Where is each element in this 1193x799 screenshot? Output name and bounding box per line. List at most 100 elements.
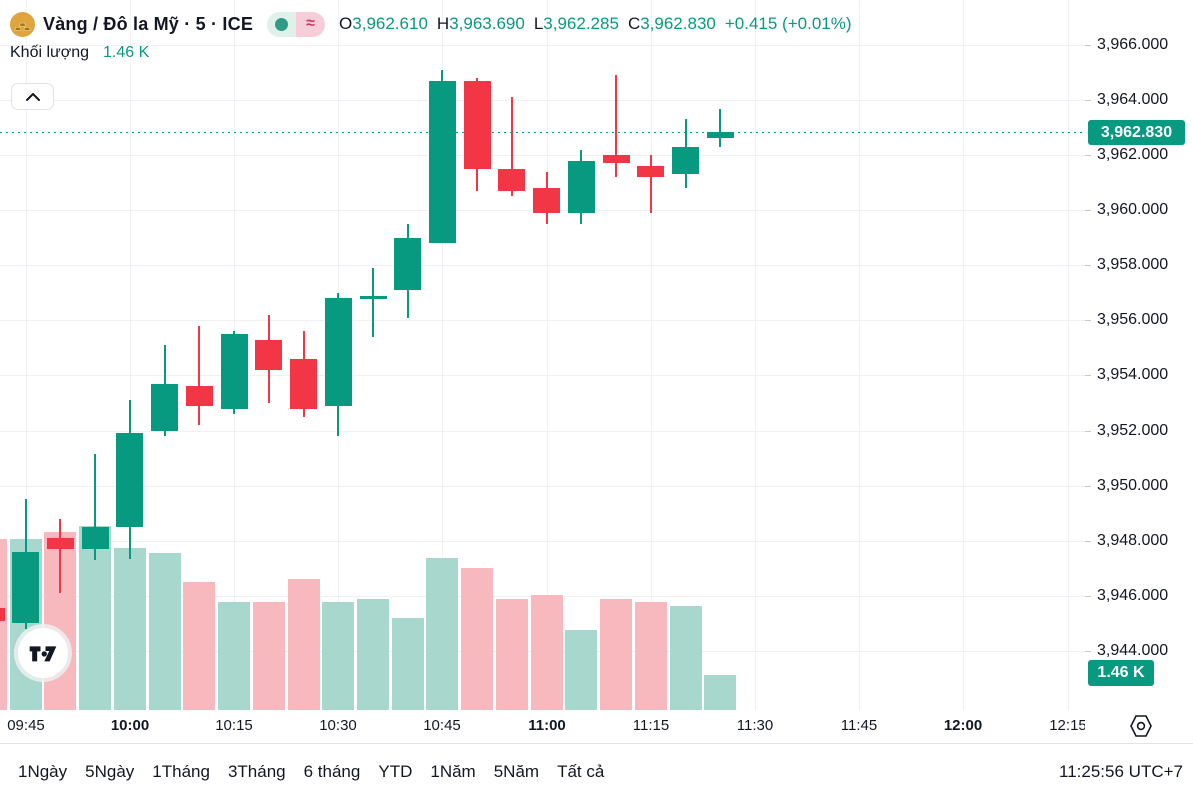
candle-wick[interactable] (649, 155, 652, 213)
candle-body[interactable] (567, 160, 595, 213)
date-range-buttons: 1Ngày 5Ngày 1Tháng 3Tháng 6 tháng YTD 1Năm 5Năm… (9, 756, 613, 788)
candle-body[interactable] (324, 298, 352, 406)
candle-wick[interactable] (615, 75, 618, 178)
candle-wick[interactable] (59, 518, 62, 594)
volume-bar[interactable] (0, 538, 7, 710)
candle-body[interactable] (185, 386, 213, 406)
candle-body[interactable] (359, 295, 387, 299)
range-button[interactable]: 5Năm (493, 761, 540, 781)
volume-bar[interactable] (600, 599, 633, 710)
time-gridline (442, 0, 443, 710)
volume-bar[interactable] (218, 601, 251, 710)
range-button[interactable]: YTD (378, 761, 413, 781)
symbol-title[interactable]: Vàng / Đô la Mỹ · 5 · ICE (43, 13, 254, 34)
price-axis-tick (1085, 155, 1091, 156)
collapse-legend-button[interactable] (11, 83, 54, 110)
candle-body[interactable] (672, 146, 700, 175)
candle-body[interactable] (0, 608, 5, 621)
volume-bar[interactable] (565, 629, 598, 710)
price-gridline (0, 265, 1085, 267)
volume-bar[interactable] (426, 557, 459, 710)
candle-wick[interactable] (372, 268, 375, 337)
chart-legend: Vàng / Đô la Mỹ · 5 · ICE ≈ O 3,962.610 H… (0, 0, 852, 62)
price-axis-label: 3,958.000 (1097, 256, 1169, 273)
tradingview-logo-icon (29, 645, 57, 661)
price-axis-label: 3,952.000 (1097, 422, 1169, 439)
volume-bar[interactable] (287, 578, 320, 710)
volume-bar[interactable] (530, 594, 563, 710)
time-gridline (26, 0, 27, 710)
low-value: 3,962.285 (543, 14, 619, 33)
price-axis-label: 3,956.000 (1097, 311, 1169, 328)
candle-body[interactable] (637, 166, 665, 178)
volume-bar[interactable] (495, 599, 528, 710)
volume-bar[interactable] (357, 599, 390, 710)
price-axis-tick (1085, 100, 1091, 101)
time-axis[interactable]: 09:45 10:00 10:15 10:30 10:45 11:00 11:15 11:30… (0, 710, 1085, 743)
range-button[interactable]: 6 tháng (303, 761, 361, 781)
time-gridline (755, 0, 756, 710)
scale-settings-icon[interactable] (1129, 715, 1153, 742)
candle-body[interactable] (220, 334, 248, 409)
candle-body[interactable] (602, 155, 630, 164)
range-button[interactable]: 1Ngày (18, 761, 68, 781)
candle-body[interactable] (706, 132, 734, 139)
range-button[interactable]: 1Tháng (152, 761, 210, 781)
candle-body[interactable] (463, 80, 491, 169)
candle-body[interactable] (116, 433, 144, 527)
range-button[interactable]: Tất cả (557, 761, 605, 781)
open-label: O (339, 14, 353, 33)
range-button[interactable]: 1Năm (430, 761, 476, 781)
bottom-toolbar: 1Ngày 5Ngày 1Tháng 3Tháng 6 tháng YTD 1Năm 5Năm… (0, 743, 1193, 799)
time-axis-label: 11:00 (528, 717, 566, 734)
clock-timezone[interactable]: 11:25:56 UTC+7 (1059, 761, 1183, 781)
volume-bar[interactable] (252, 601, 285, 710)
candle-wick[interactable] (198, 325, 201, 426)
candle-body[interactable] (290, 358, 318, 409)
candle-body[interactable] (12, 551, 40, 624)
candle-body[interactable] (498, 168, 526, 191)
volume-bar[interactable] (148, 552, 181, 710)
candle-body[interactable] (428, 80, 456, 244)
volume-bar[interactable] (669, 606, 702, 710)
candle-body[interactable] (81, 526, 109, 549)
range-button[interactable]: 5Ngày (85, 761, 135, 781)
price-axis-label: 3,944.000 (1097, 642, 1169, 659)
tradingview-logo[interactable] (18, 628, 68, 678)
volume-bar[interactable] (391, 618, 424, 710)
volume-bar[interactable] (183, 582, 216, 710)
price-axis-tick (1085, 541, 1091, 542)
time-gridline (547, 0, 548, 710)
candle-body[interactable] (394, 237, 422, 291)
price-axis-label: 3,966.000 (1097, 36, 1169, 53)
market-status-toggle[interactable]: ≈ (267, 11, 326, 37)
candle-body[interactable] (46, 537, 74, 549)
candle-body[interactable] (255, 339, 283, 370)
volume-bar[interactable] (322, 601, 355, 710)
price-axis[interactable]: 3,966.000 3,964.000 3,962.000 3,960.000 3,95… (1085, 0, 1193, 710)
time-axis-label: 11:15 (632, 717, 670, 734)
time-gridline (963, 0, 964, 710)
candle-body[interactable] (151, 383, 179, 431)
candle-wick[interactable] (94, 453, 97, 560)
volume-bar[interactable] (461, 568, 494, 710)
price-axis-tick (1085, 265, 1091, 266)
candle-wick[interactable] (719, 108, 722, 148)
price-gridline (0, 430, 1085, 432)
volume-bar[interactable] (704, 674, 737, 710)
chart-pane[interactable]: Vàng / Đô la Mỹ · 5 · ICE ≈ O 3,962.610 H… (0, 0, 1085, 710)
volume-bar[interactable] (634, 601, 667, 710)
chevron-up-icon (25, 92, 40, 101)
price-axis-tick (1085, 210, 1091, 211)
approx-price-segment: ≈ (296, 11, 326, 37)
range-button[interactable]: 3Tháng (227, 761, 286, 781)
price-axis-label: 3,964.000 (1097, 91, 1169, 108)
price-axis-label: 3,954.000 (1097, 366, 1169, 383)
candle-body[interactable] (533, 188, 561, 213)
candle-wick[interactable] (510, 97, 513, 197)
close-value: 3,962.830 (640, 14, 716, 33)
volume-legend-label: Khối lượng (10, 44, 90, 61)
time-axis-label: 12:15 (1049, 717, 1085, 734)
time-axis-label: 11:30 (736, 717, 774, 734)
volume-bar[interactable] (113, 548, 146, 710)
